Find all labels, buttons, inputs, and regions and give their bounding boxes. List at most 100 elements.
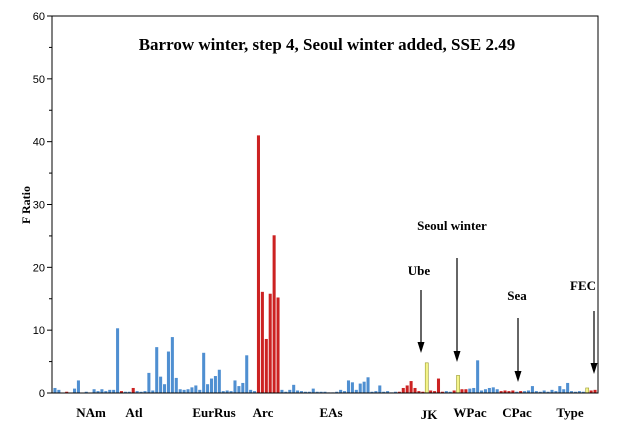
bar bbox=[562, 389, 566, 393]
bar bbox=[307, 391, 311, 393]
bar bbox=[593, 389, 597, 393]
bar bbox=[256, 135, 260, 393]
bar bbox=[139, 391, 143, 393]
bar bbox=[523, 391, 527, 393]
arrow-fec bbox=[590, 311, 598, 374]
bar bbox=[264, 338, 268, 393]
bar bbox=[116, 328, 120, 393]
bar bbox=[76, 380, 80, 393]
bar bbox=[57, 389, 61, 393]
bar bbox=[112, 389, 116, 393]
bar bbox=[194, 385, 198, 393]
annotations: Seoul winter Ube Sea FEC bbox=[408, 218, 596, 303]
bar bbox=[311, 388, 315, 393]
bar bbox=[135, 391, 139, 393]
region-labels: NAm Atl EurRus Arc EAs JK WPac CPac Type bbox=[76, 405, 584, 422]
bar bbox=[170, 337, 174, 393]
bar bbox=[241, 382, 245, 393]
bar bbox=[503, 390, 507, 393]
bar bbox=[280, 389, 284, 393]
bar bbox=[452, 390, 456, 393]
bar bbox=[221, 391, 225, 393]
bar bbox=[233, 380, 237, 393]
arrow-ube bbox=[417, 290, 425, 353]
bar bbox=[515, 391, 519, 393]
bar bbox=[472, 387, 476, 393]
bar bbox=[198, 389, 202, 393]
bar bbox=[570, 391, 574, 393]
bar bbox=[507, 391, 511, 393]
bar bbox=[217, 369, 221, 393]
bar bbox=[159, 376, 163, 393]
axes bbox=[47, 15, 599, 394]
bar bbox=[440, 391, 444, 393]
y-tick-label: 60 bbox=[33, 11, 45, 23]
bar bbox=[456, 375, 460, 394]
bar bbox=[546, 391, 550, 393]
bar bbox=[436, 378, 441, 393]
y-tick-label: 0 bbox=[39, 388, 45, 400]
bar bbox=[468, 388, 472, 393]
plot-frame bbox=[51, 15, 599, 394]
bar bbox=[424, 362, 429, 394]
bar bbox=[362, 381, 366, 393]
bar bbox=[480, 390, 484, 393]
bar bbox=[84, 391, 88, 393]
bars-layer bbox=[53, 135, 597, 394]
bar bbox=[534, 391, 538, 393]
bar bbox=[315, 391, 319, 393]
bar bbox=[143, 391, 147, 393]
bar bbox=[237, 386, 241, 393]
bar bbox=[444, 391, 448, 393]
bar bbox=[174, 377, 178, 393]
bar bbox=[92, 389, 96, 393]
bar bbox=[202, 352, 206, 393]
bar bbox=[213, 376, 217, 393]
y-tick-label: 50 bbox=[33, 74, 45, 86]
bar bbox=[358, 383, 362, 393]
bar bbox=[245, 355, 249, 393]
bar bbox=[65, 391, 69, 393]
bar bbox=[272, 235, 276, 393]
annotation-seoul-winter: Seoul winter bbox=[417, 218, 487, 233]
region-label-atl: Atl bbox=[125, 405, 143, 420]
bar bbox=[151, 390, 155, 393]
bar bbox=[292, 384, 296, 393]
bar bbox=[319, 391, 323, 393]
bar bbox=[100, 389, 104, 393]
bar bbox=[268, 293, 272, 393]
bar bbox=[530, 386, 534, 393]
bar bbox=[464, 389, 468, 393]
y-tick-labels: 0 10 20 30 40 50 60 bbox=[33, 11, 45, 400]
bar bbox=[288, 389, 292, 393]
bar bbox=[147, 372, 151, 393]
annotation-arrows bbox=[417, 258, 598, 382]
bar bbox=[487, 387, 491, 393]
bar bbox=[393, 391, 397, 393]
bar bbox=[206, 384, 210, 393]
bar bbox=[53, 387, 57, 393]
y-axis-label: F Ratio bbox=[19, 186, 33, 224]
bar bbox=[378, 385, 382, 393]
bar bbox=[350, 382, 354, 393]
bar bbox=[374, 391, 378, 393]
bar bbox=[413, 387, 417, 393]
bar bbox=[397, 391, 401, 393]
bar bbox=[554, 391, 558, 393]
bar bbox=[260, 291, 264, 393]
bar bbox=[190, 387, 194, 393]
region-label-cpac: CPac bbox=[502, 405, 532, 420]
region-label-type: Type bbox=[556, 405, 583, 420]
annotation-sea: Sea bbox=[507, 288, 527, 303]
bar bbox=[386, 391, 390, 393]
bar bbox=[186, 389, 190, 393]
bar bbox=[346, 380, 351, 393]
bar bbox=[433, 391, 437, 393]
annotation-ube: Ube bbox=[408, 263, 431, 278]
bar bbox=[566, 382, 570, 393]
region-label-eurrus: EurRus bbox=[192, 405, 235, 420]
bar bbox=[542, 390, 546, 393]
bar bbox=[538, 391, 542, 393]
bar bbox=[127, 391, 131, 393]
bar bbox=[166, 351, 170, 393]
